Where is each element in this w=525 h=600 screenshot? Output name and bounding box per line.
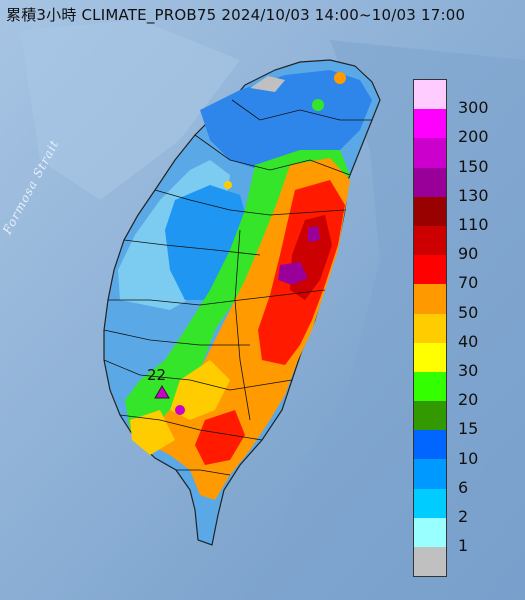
legend-swatch <box>414 313 446 343</box>
county-boundaries <box>103 99 372 476</box>
area-130mm <box>278 262 308 285</box>
area-150mm-dot <box>175 405 185 415</box>
legend-label: 15 <box>458 419 479 439</box>
area-40mm <box>170 360 230 420</box>
area-high-dot-north-2 <box>224 181 232 189</box>
legend-label: 50 <box>458 302 479 322</box>
ocean-terrain-2 <box>20 20 240 200</box>
legend-swatch <box>414 459 446 489</box>
legend-swatch <box>414 167 446 197</box>
legend-label: 150 <box>458 156 489 176</box>
legend-label: 110 <box>458 215 489 234</box>
legend-label: 20 <box>458 390 479 410</box>
legend-label: 6 <box>458 477 469 497</box>
legend-swatch <box>414 255 446 285</box>
legend-swatch <box>414 225 446 256</box>
legend-swatch <box>414 371 446 402</box>
legend-label: 70 <box>458 273 479 293</box>
legend-label: 2 <box>458 507 469 526</box>
legend-label: 1 <box>458 536 469 556</box>
legend-swatch <box>414 342 446 372</box>
legend-label: 30 <box>458 361 479 380</box>
legend-swatch <box>414 547 446 577</box>
legend-swatch <box>414 138 446 168</box>
legend-label: 200 <box>458 127 489 147</box>
legend-swatch <box>414 488 446 518</box>
ocean-terrain <box>260 40 525 600</box>
area-130mm-2 <box>308 226 320 242</box>
legend-swatch <box>414 80 446 110</box>
station-triangle-marker <box>154 385 170 399</box>
area-20mm <box>125 150 350 445</box>
area-high-dot-north <box>334 72 346 84</box>
map-title: 累積3小時 CLIMATE_PROB75 2024/10/03 14:00~10… <box>6 6 466 24</box>
color-legend <box>413 79 447 578</box>
legend-label: 90 <box>458 244 479 264</box>
area-high-dot-north-3 <box>312 99 324 111</box>
legend-swatch <box>414 196 446 226</box>
station-label: 22 <box>147 366 167 384</box>
legend-swatch <box>414 401 446 431</box>
legend-swatch <box>414 517 446 547</box>
legend-label: 130 <box>458 185 489 205</box>
legend-swatch <box>414 430 446 460</box>
legend-swatch <box>414 109 446 139</box>
legend-label: 300 <box>458 98 489 118</box>
area-10mm <box>200 70 372 170</box>
area-70mm-south <box>195 410 245 465</box>
area-1mm <box>250 76 285 92</box>
legend-swatch <box>414 284 446 314</box>
legend-label: 40 <box>458 331 479 351</box>
legend-label: 10 <box>458 448 479 468</box>
